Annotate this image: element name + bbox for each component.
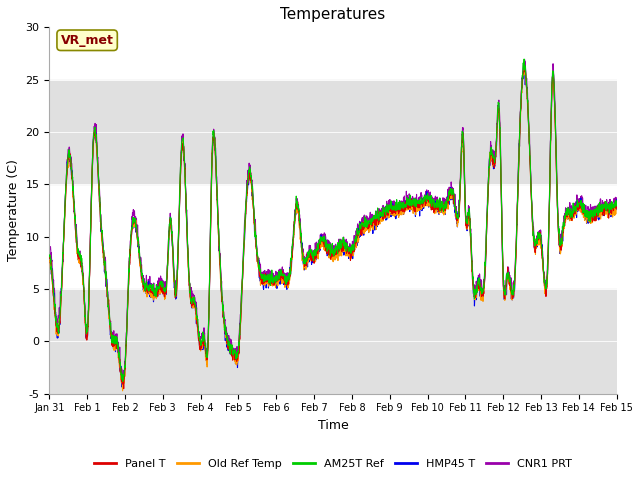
Panel T (307, 251, 314, 256)
Bar (49, 80, 616, 184)
Panel T (74, 253, 82, 259)
CNR1 PRT (597, 196, 605, 202)
HMP45 T (596, 214, 604, 219)
X-axis label: Time: Time (317, 419, 348, 432)
CNR1 PRT (307, 243, 314, 249)
HMP45 T (74, 257, 82, 263)
HMP45 T (520, 67, 527, 73)
Old Ref Temp (596, 212, 604, 217)
CNR1 PRT (492, 138, 500, 144)
HMP45 T (597, 207, 605, 213)
Panel T (597, 209, 605, 215)
AM25T Ref (322, 244, 330, 250)
Y-axis label: Temperature (C): Temperature (C) (7, 159, 20, 262)
Old Ref Temp (597, 216, 605, 222)
CNR1 PRT (521, 57, 529, 63)
HMP45 T (118, 384, 125, 390)
HMP45 T (612, 197, 620, 203)
AM25T Ref (74, 246, 82, 252)
Line: HMP45 T: HMP45 T (49, 70, 616, 387)
Line: AM25T Ref: AM25T Ref (49, 59, 616, 382)
Old Ref Temp (119, 388, 127, 394)
CNR1 PRT (74, 249, 82, 255)
Panel T (45, 253, 53, 259)
Text: VR_met: VR_met (61, 34, 113, 47)
AM25T Ref (520, 56, 528, 62)
AM25T Ref (45, 254, 53, 260)
Panel T (492, 140, 500, 146)
Bar (49, 289, 616, 394)
HMP45 T (322, 240, 330, 245)
AM25T Ref (596, 205, 604, 211)
Panel T (120, 386, 127, 392)
AM25T Ref (597, 209, 605, 215)
AM25T Ref (612, 202, 620, 208)
CNR1 PRT (119, 376, 127, 382)
HMP45 T (492, 145, 500, 151)
Panel T (520, 62, 528, 68)
HMP45 T (45, 259, 53, 265)
AM25T Ref (119, 379, 127, 384)
CNR1 PRT (322, 232, 330, 238)
Line: CNR1 PRT: CNR1 PRT (49, 60, 616, 379)
HMP45 T (307, 254, 314, 260)
Old Ref Temp (45, 259, 53, 264)
Old Ref Temp (492, 142, 500, 147)
Title: Temperatures: Temperatures (280, 7, 386, 22)
Panel T (612, 204, 620, 210)
Line: Old Ref Temp: Old Ref Temp (49, 70, 616, 391)
Line: Panel T: Panel T (49, 65, 616, 389)
Panel T (322, 244, 330, 250)
AM25T Ref (307, 246, 314, 252)
Old Ref Temp (322, 239, 330, 245)
CNR1 PRT (596, 196, 604, 202)
Old Ref Temp (74, 257, 82, 263)
CNR1 PRT (612, 195, 620, 201)
Old Ref Temp (612, 204, 620, 209)
Old Ref Temp (307, 258, 314, 264)
CNR1 PRT (45, 244, 53, 250)
AM25T Ref (492, 142, 500, 148)
Panel T (596, 207, 604, 213)
Legend: Panel T, Old Ref Temp, AM25T Ref, HMP45 T, CNR1 PRT: Panel T, Old Ref Temp, AM25T Ref, HMP45 … (90, 454, 577, 473)
Old Ref Temp (520, 67, 528, 72)
